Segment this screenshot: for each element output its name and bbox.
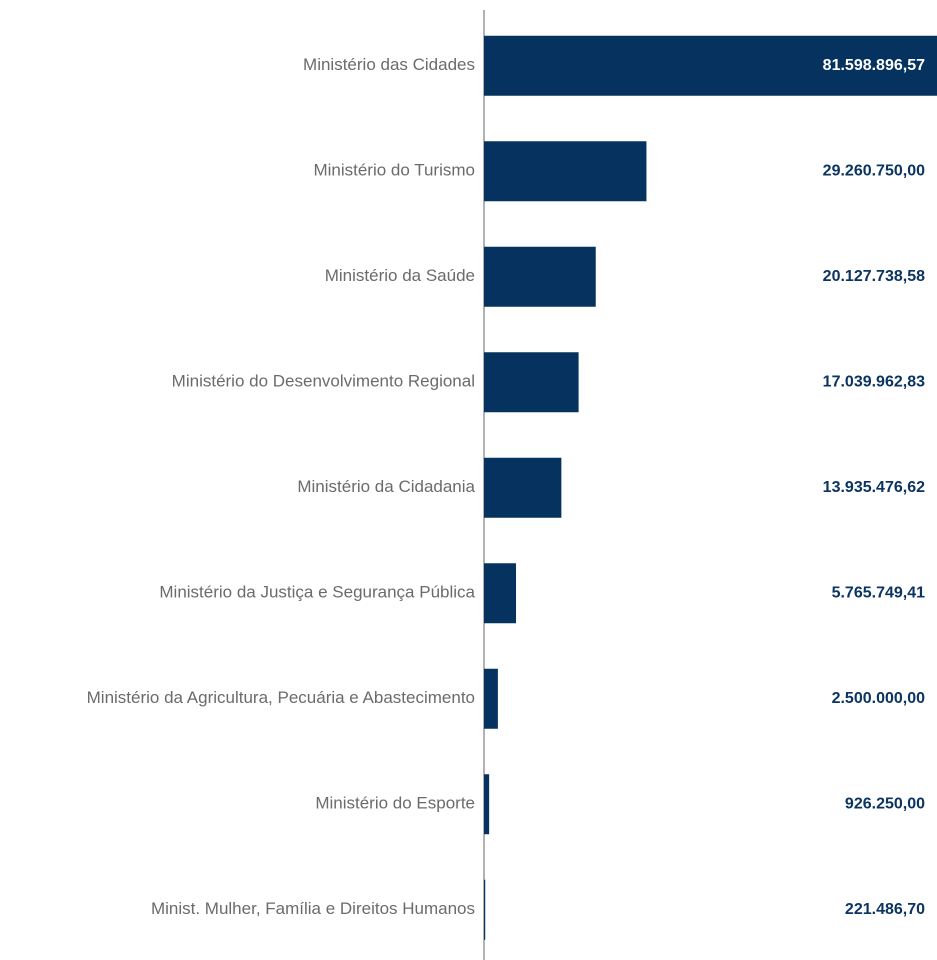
value-label: 926.250,00 (845, 795, 925, 812)
category-label: Ministério do Esporte (315, 794, 475, 813)
value-label: 20.127.738,58 (823, 268, 925, 285)
category-label: Ministério da Agricultura, Pecuária e Ab… (87, 688, 475, 707)
value-label: 13.935.476,62 (823, 479, 925, 496)
bar (484, 563, 517, 624)
value-label: 81.598.896,57 (823, 57, 925, 74)
bar (484, 668, 498, 729)
bar (484, 141, 647, 202)
category-label: Ministério da Cidadania (297, 477, 475, 496)
category-label: Minist. Mulher, Família e Direitos Human… (151, 899, 475, 918)
bar (484, 879, 486, 940)
bar (484, 352, 579, 413)
value-label: 2.500.000,00 (832, 690, 926, 707)
value-label: 29.260.750,00 (823, 162, 925, 179)
bar (484, 774, 490, 835)
category-label: Ministério da Justiça e Segurança Públic… (159, 583, 475, 602)
value-label: 221.486,70 (845, 901, 925, 918)
value-label: 17.039.962,83 (823, 373, 925, 390)
bar (484, 246, 596, 307)
category-label: Ministério do Turismo (313, 161, 475, 180)
category-label: Ministério do Desenvolvimento Regional (172, 372, 475, 391)
bar (484, 35, 937, 96)
category-label: Ministério das Cidades (303, 55, 475, 74)
value-label: 5.765.749,41 (832, 584, 926, 601)
category-label: Ministério da Saúde (325, 266, 475, 285)
bar (484, 457, 562, 518)
